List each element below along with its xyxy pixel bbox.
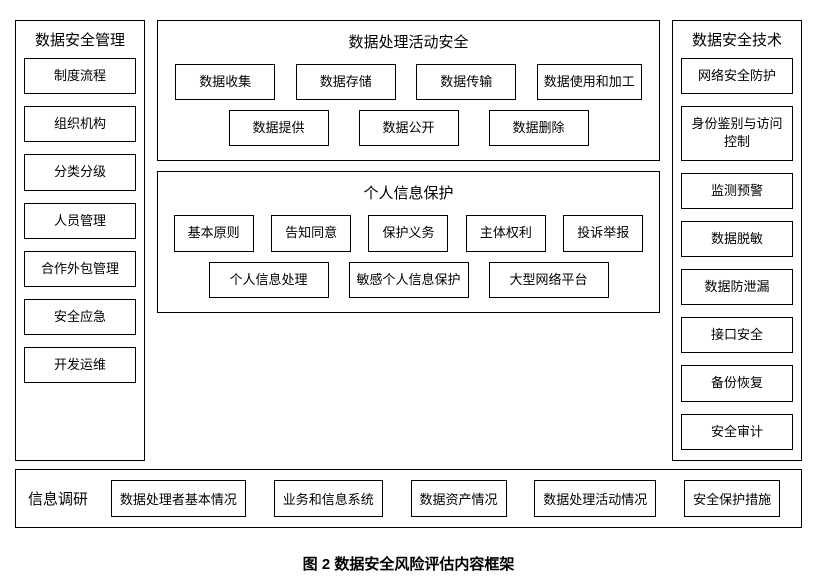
bottom-items: 数据处理者基本情况 业务和信息系统 数据资产情况 数据处理活动情况 安全保护措施	[102, 480, 789, 517]
top-row: 数据安全管理 制度流程 组织机构 分类分级 人员管理 合作外包管理 安全应急 开…	[15, 20, 802, 461]
bottom-item: 业务和信息系统	[274, 480, 383, 517]
privacy-item: 敏感个人信息保护	[349, 262, 469, 298]
activity-section: 数据处理活动安全 数据收集 数据存储 数据传输 数据使用和加工 数据提供 数据公…	[157, 20, 660, 161]
right-item: 网络安全防护	[681, 58, 793, 94]
activity-item: 数据传输	[416, 64, 516, 100]
left-column-box: 数据安全管理 制度流程 组织机构 分类分级 人员管理 合作外包管理 安全应急 开…	[15, 20, 145, 461]
activity-item: 数据公开	[359, 110, 459, 146]
bottom-section: 信息调研 数据处理者基本情况 业务和信息系统 数据资产情况 数据处理活动情况 安…	[15, 469, 802, 528]
privacy-section: 个人信息保护 基本原则 告知同意 保护义务 主体权利 投诉举报 个人信息处理 敏…	[157, 171, 660, 312]
left-item: 合作外包管理	[24, 251, 136, 287]
right-item: 监测预警	[681, 173, 793, 209]
activity-item: 数据收集	[175, 64, 275, 100]
privacy-row1: 基本原则 告知同意 保护义务 主体权利 投诉举报	[170, 215, 647, 251]
activity-row1: 数据收集 数据存储 数据传输 数据使用和加工	[170, 64, 647, 100]
activity-item: 数据删除	[489, 110, 589, 146]
right-column-box: 数据安全技术 网络安全防护 身份鉴别与访问控制 监测预警 数据脱敏 数据防泄漏 …	[672, 20, 802, 461]
privacy-title: 个人信息保护	[170, 182, 647, 203]
activity-item: 数据使用和加工	[537, 64, 642, 100]
privacy-item: 保护义务	[368, 215, 448, 251]
bottom-item: 数据处理者基本情况	[111, 480, 246, 517]
figure-caption: 图 2 数据安全风险评估内容框架	[15, 553, 802, 574]
activity-row2: 数据提供 数据公开 数据删除	[170, 110, 647, 146]
left-item: 安全应急	[24, 299, 136, 335]
privacy-row2: 个人信息处理 敏感个人信息保护 大型网络平台	[170, 262, 647, 298]
bottom-item: 数据处理活动情况	[534, 480, 656, 517]
left-column-title: 数据安全管理	[35, 29, 125, 50]
right-item: 安全审计	[681, 414, 793, 450]
privacy-item: 大型网络平台	[489, 262, 609, 298]
bottom-item: 数据资产情况	[411, 480, 507, 517]
center-column: 数据处理活动安全 数据收集 数据存储 数据传输 数据使用和加工 数据提供 数据公…	[153, 20, 664, 461]
activity-title: 数据处理活动安全	[170, 31, 647, 52]
right-item: 数据防泄漏	[681, 269, 793, 305]
privacy-item: 投诉举报	[563, 215, 643, 251]
privacy-item: 基本原则	[174, 215, 254, 251]
right-item: 接口安全	[681, 317, 793, 353]
right-item: 数据脱敏	[681, 221, 793, 257]
privacy-item: 个人信息处理	[209, 262, 329, 298]
right-item: 备份恢复	[681, 365, 793, 401]
privacy-item: 主体权利	[466, 215, 546, 251]
activity-item: 数据存储	[296, 64, 396, 100]
left-item: 制度流程	[24, 58, 136, 94]
left-item: 开发运维	[24, 347, 136, 383]
left-item: 组织机构	[24, 106, 136, 142]
privacy-item: 告知同意	[271, 215, 351, 251]
bottom-title: 信息调研	[28, 488, 88, 509]
activity-item: 数据提供	[229, 110, 329, 146]
right-item: 身份鉴别与访问控制	[681, 106, 793, 160]
left-item: 人员管理	[24, 203, 136, 239]
right-column-title: 数据安全技术	[692, 29, 782, 50]
left-item: 分类分级	[24, 154, 136, 190]
bottom-item: 安全保护措施	[684, 480, 780, 517]
